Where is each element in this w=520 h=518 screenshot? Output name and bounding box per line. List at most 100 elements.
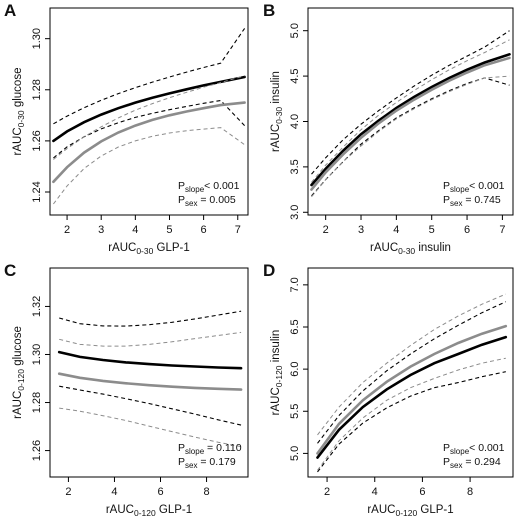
y-tick-label: 4.0 <box>289 114 301 129</box>
x-tick-label: 4 <box>372 486 378 498</box>
stat-slope: Pslope< 0.001 <box>443 442 505 456</box>
stat-slope: Pslope< 0.001 <box>443 180 505 194</box>
x-axis-label: rAUC0-120 GLP-1 <box>106 504 192 518</box>
stat-value: = 0.179 <box>197 456 235 468</box>
y-label-rest: glucose <box>12 68 24 111</box>
x-label-main: rAUC <box>370 242 398 254</box>
series-line <box>316 324 508 455</box>
x-tick-label: 3 <box>98 224 104 236</box>
x-label-main: rAUC <box>367 504 395 516</box>
ci-upper-line <box>317 301 507 444</box>
y-tick-label: 6.5 <box>289 319 301 334</box>
plot-area: 2 4 6 8 5.0 5.5 6.0 6.5 7.0 <box>289 267 514 498</box>
x-tick-label: 6 <box>157 486 163 498</box>
x-tick-label: 7 <box>499 224 505 236</box>
stat-value: = 0.745 <box>462 194 500 206</box>
x-label-rest: insulin <box>415 242 451 254</box>
x-tick-label: 5 <box>429 224 435 236</box>
stat-sub: slope <box>450 185 470 194</box>
panel-letter: B <box>263 1 275 20</box>
y-tick-label: 1.30 <box>31 28 43 49</box>
y-label-sub: 0-120 <box>16 369 26 391</box>
stat-sub: slope <box>185 185 205 194</box>
stat-sex: Psex = 0.745 <box>443 194 501 208</box>
stat-label: P <box>443 442 450 454</box>
y-tick-label: 6.0 <box>289 361 301 376</box>
x-label-rest: GLP-1 <box>156 504 192 516</box>
stat-sex: Psex = 0.294 <box>443 456 501 470</box>
ci-upper-line <box>59 331 242 347</box>
stat-label: P <box>443 456 450 468</box>
x-label-main: rAUC <box>108 242 136 254</box>
stat-label: P <box>443 194 450 206</box>
plot-area: 2 3 4 5 6 7 1.24 1.26 1.28 1.30 <box>31 7 249 236</box>
plot-area: 2 4 6 8 1.26 1.28 1.30 1.32 <box>31 267 249 498</box>
y-label-main: rAUC <box>270 124 282 152</box>
stat-sub: sex <box>450 199 462 208</box>
stat-value: < 0.001 <box>469 180 504 192</box>
y-label-sub: 0-120 <box>274 365 284 387</box>
y-label-rest: insulin <box>270 330 282 366</box>
stat-label: P <box>443 180 450 192</box>
ci-lower-line <box>311 75 510 198</box>
plot-frame <box>49 267 249 478</box>
stat-label: P <box>178 180 185 192</box>
stat-sex: Psex = 0.179 <box>178 456 236 470</box>
x-tick-label: 2 <box>64 224 70 236</box>
y-tick-label: 3.5 <box>289 159 301 174</box>
y-tick-label: 1.30 <box>31 344 43 365</box>
x-label-main: rAUC <box>106 504 134 516</box>
y-axis-label: rAUC0-30 insulin <box>270 71 284 152</box>
plot-frame <box>49 7 249 216</box>
stat-label: P <box>178 456 185 468</box>
y-tick-label: 5.0 <box>289 446 301 461</box>
x-label-rest: GLP-1 <box>417 504 453 516</box>
x-tick-label: 2 <box>324 486 330 498</box>
panel-c: C 2 4 6 81.261.281.301.32 rAUC0-120 GLP-1 r… <box>4 261 249 518</box>
ci-upper-line <box>53 75 245 160</box>
y-label-main: rAUC <box>12 127 24 155</box>
ci-lower-line <box>311 77 510 197</box>
x-label-sub: 0-30 <box>136 246 153 256</box>
x-tick-label: 6 <box>201 224 207 236</box>
y-label-sub: 0-30 <box>274 107 284 124</box>
stat-label: P <box>178 194 185 206</box>
plot-frame <box>307 7 514 216</box>
plot-frame <box>307 267 514 478</box>
ci-upper-line <box>53 28 246 125</box>
y-tick-label: 4.5 <box>289 68 301 83</box>
stat-sub: slope <box>450 447 470 456</box>
y-tick-label: 7.0 <box>289 277 301 292</box>
panel-d: D 2 4 6 85.05.56.06.57.0 rAUC0-120 GLP-1 rA… <box>263 261 514 518</box>
y-axis-label: rAUC0-120 glucose <box>12 326 26 419</box>
panel-b: B 2 3 4 5 6 73.03.54.04.55.0 rAUC0-30 insulin… <box>263 1 514 256</box>
x-label-sub: 0-120 <box>395 508 417 518</box>
panel-a: A 2 3 4 5 6 71.241.261.281.30 rAUC0-30 GLP-1 … <box>4 1 249 256</box>
x-tick-label: 8 <box>203 486 209 498</box>
stat-sub: sex <box>450 461 462 470</box>
plot-area: 2 3 4 5 6 7 3.0 3.5 4.0 4.5 5.0 <box>289 7 514 236</box>
x-tick-label: 4 <box>393 224 399 236</box>
stat-value: = 0.005 <box>197 194 235 206</box>
x-tick-label: 2 <box>65 486 71 498</box>
x-label-sub: 0-30 <box>398 246 415 256</box>
ci-lower-line <box>53 127 245 205</box>
x-tick-label: 2 <box>323 224 329 236</box>
stat-sub: sex <box>185 461 197 470</box>
series-line <box>52 75 246 143</box>
y-label-main: rAUC <box>270 387 282 415</box>
series-line <box>310 56 511 191</box>
series-line <box>52 101 246 184</box>
panel-letter: C <box>4 261 16 280</box>
ci-lower-line <box>317 371 506 473</box>
y-label-sub: 0-30 <box>16 110 26 127</box>
y-label-rest: insulin <box>270 71 282 107</box>
x-tick-label: 6 <box>419 486 425 498</box>
series-line <box>57 372 243 391</box>
x-tick-label: 6 <box>464 224 470 236</box>
ci-lower-line <box>53 99 245 159</box>
y-tick-label: 3.0 <box>289 205 301 220</box>
ci-lower-line <box>59 385 242 426</box>
x-tick-label: 4 <box>132 224 138 236</box>
